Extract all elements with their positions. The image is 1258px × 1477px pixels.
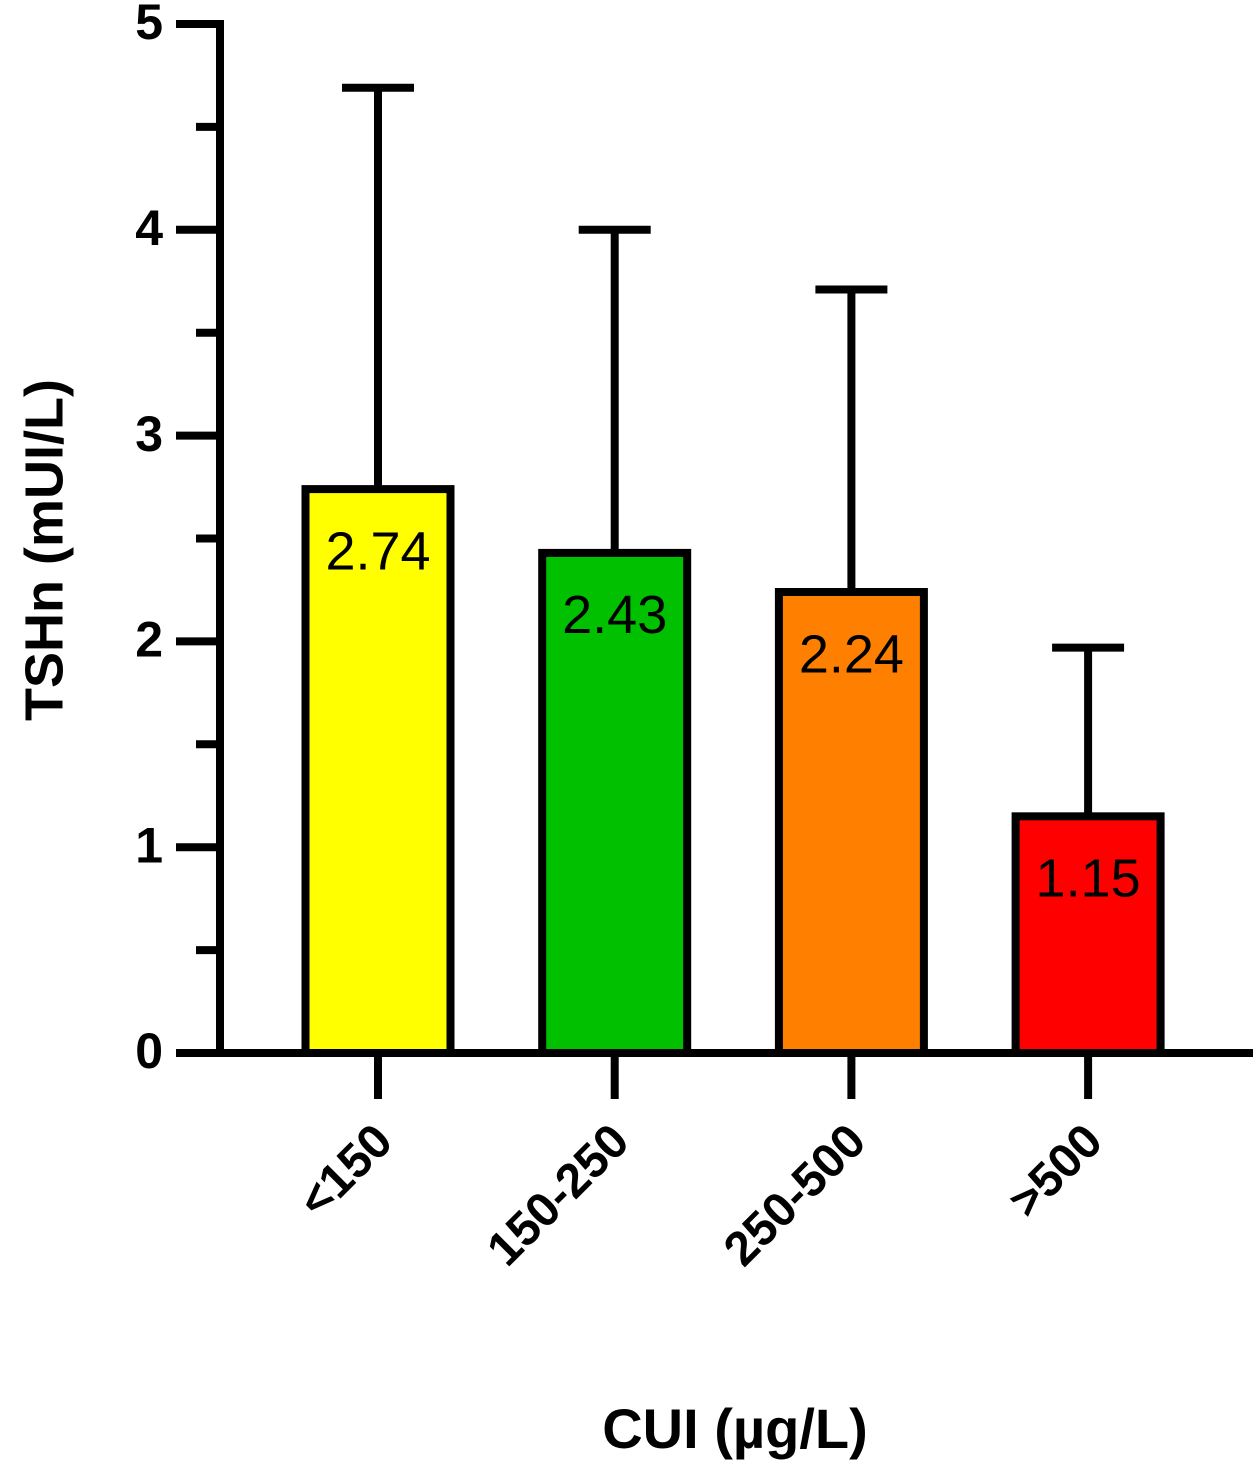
x-tick-label: >500 (999, 1114, 1113, 1228)
x-axis-title: CUI (µg/L) (602, 1397, 868, 1460)
value-label: 1.15 (1036, 849, 1141, 909)
x-tick-label: 250-500 (714, 1114, 876, 1276)
y-tick-label: 2 (135, 612, 163, 668)
bar (538, 548, 692, 1057)
bar (1011, 812, 1165, 1058)
y-tick-label: 4 (135, 200, 163, 256)
y-tick-label: 3 (135, 406, 163, 462)
y-tick-label: 5 (135, 0, 163, 50)
y-tick-label: 1 (135, 817, 163, 873)
value-label: 2.74 (325, 521, 430, 581)
value-label: 2.43 (562, 585, 667, 645)
y-tick-label: 0 (135, 1023, 163, 1079)
x-tick-label: <150 (289, 1114, 403, 1228)
bar (774, 588, 928, 1057)
y-axis-title: TSHn (mUI/L) (14, 379, 74, 721)
value-label: 2.24 (799, 624, 904, 684)
bar (301, 485, 455, 1058)
x-tick-label: 150-250 (477, 1114, 639, 1276)
